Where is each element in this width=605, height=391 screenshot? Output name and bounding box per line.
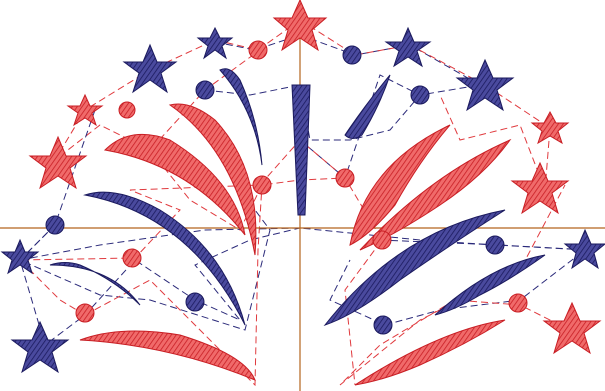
red-dot — [252, 175, 272, 195]
red-streak — [349, 124, 451, 246]
red-streak — [79, 330, 256, 381]
blue-star — [0, 238, 40, 275]
blue-dot — [373, 315, 393, 335]
blue-dot — [410, 85, 430, 105]
red-streak — [359, 138, 512, 251]
firework-stars — [0, 0, 605, 374]
blue-dot — [485, 235, 505, 255]
blue-star — [563, 228, 605, 270]
red-dot — [122, 248, 142, 268]
red-streak — [354, 319, 506, 386]
red-streak — [168, 103, 257, 256]
blue-star — [455, 58, 515, 112]
blue-streak — [49, 262, 141, 306]
red-streak — [103, 133, 246, 236]
blue-streak — [83, 191, 246, 326]
red-star — [66, 93, 104, 127]
red-dot — [335, 168, 355, 188]
blue-star — [196, 26, 234, 60]
blue-streak — [219, 68, 263, 166]
blue-streak — [344, 74, 391, 139]
red-star — [530, 110, 570, 145]
red-star — [510, 161, 570, 215]
red-dot — [372, 230, 392, 250]
blue-star — [10, 320, 70, 374]
red-star — [28, 135, 88, 190]
blue-streak — [323, 209, 506, 327]
red-dot — [75, 303, 95, 323]
blue-dot — [45, 215, 65, 235]
blue-star — [122, 43, 178, 94]
blue-dot — [185, 292, 205, 312]
red-star — [272, 0, 328, 52]
red-dot — [248, 40, 268, 60]
red-dot — [508, 293, 528, 313]
red-star — [542, 301, 602, 355]
firework-streaks — [49, 68, 546, 386]
blue-dot — [195, 80, 215, 100]
firework-dots — [45, 40, 528, 335]
blue-streak — [291, 84, 311, 216]
blue-star — [384, 26, 432, 68]
blue-dot — [342, 45, 362, 65]
blue-streak — [434, 254, 546, 316]
red-dot — [118, 101, 136, 119]
